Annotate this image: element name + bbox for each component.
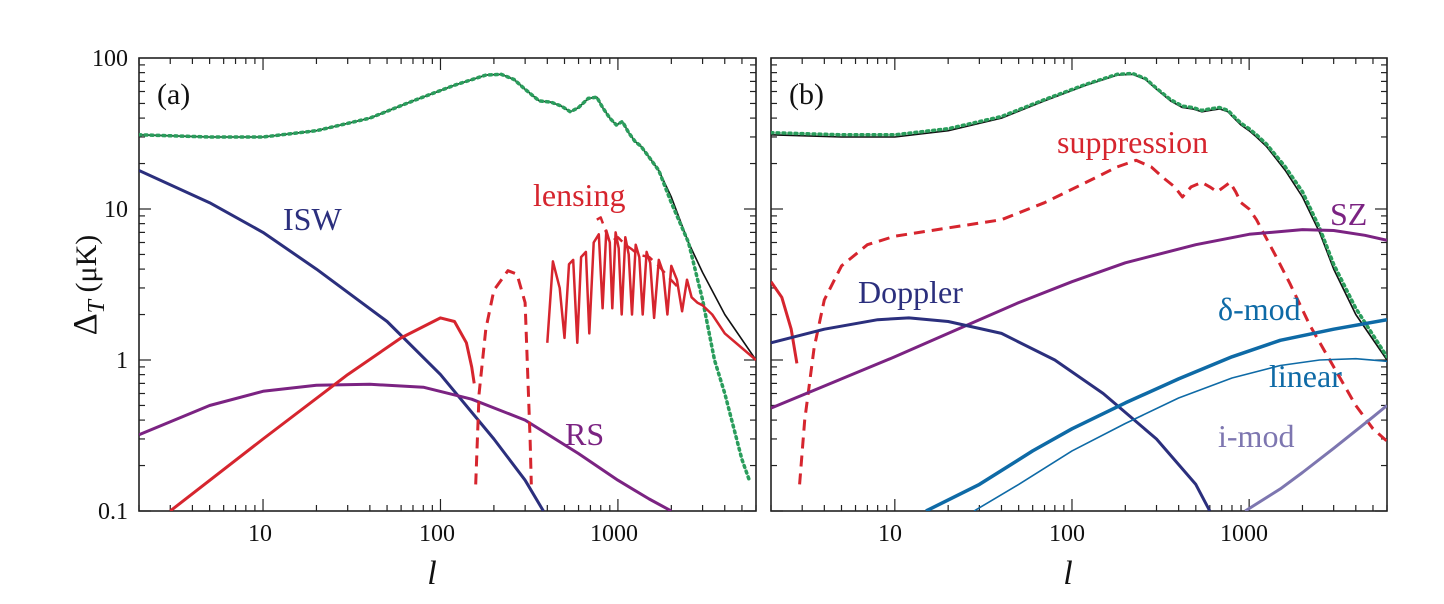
panel-b-tag: (b)	[789, 78, 824, 111]
curves-a	[139, 72, 756, 511]
panel-a: (a) 0.1 1 10 100 10 100 1000 l ISW RS le…	[92, 46, 757, 592]
series-lensing-rising-a	[169, 316, 476, 511]
series-lensing-negative-a	[474, 269, 533, 485]
ticks-a	[138, 58, 757, 512]
y-tick-label-1: 1	[116, 348, 128, 374]
series-delta-mod-b	[925, 317, 1387, 511]
x-tick-label-a-1000: 1000	[590, 521, 638, 547]
label-isw: ISW	[283, 201, 342, 237]
panel-a-tag: (a)	[157, 78, 190, 111]
series-RS-a	[139, 382, 673, 511]
x-axis-title-b: l	[1063, 555, 1072, 592]
x-axis-title-a: l	[427, 555, 436, 592]
y-axis-title: ΔT (μK)	[67, 235, 110, 335]
series-i-mod-b	[1244, 404, 1387, 511]
x-tick-label-b-1000: 1000	[1220, 521, 1268, 547]
series-lensing-oscillating-a	[546, 229, 756, 361]
series-ISW-a	[139, 169, 545, 511]
series-suppression-b	[798, 158, 1387, 485]
y-tick-label-10: 10	[104, 197, 128, 223]
series-linear-b	[973, 357, 1387, 511]
series-lensing-dashed-peaks-a	[596, 216, 680, 289]
x-tick-label-b-10: 10	[878, 521, 902, 547]
label-i-mod: i-mod	[1218, 418, 1294, 454]
series-SZ-b	[771, 228, 1387, 410]
label-sz: SZ	[1330, 196, 1367, 232]
label-doppler: Doppler	[858, 274, 963, 310]
label-rs: RS	[565, 416, 604, 452]
panel-b: (b) 10 100 1000 l suppression SZ Doppler…	[770, 57, 1388, 592]
series-suppression-rising-b	[771, 280, 799, 364]
curves-b	[771, 71, 1387, 511]
series-total-dotted-b	[771, 71, 1387, 359]
label-linear: linear	[1269, 358, 1342, 394]
label-suppression: suppression	[1057, 124, 1208, 160]
y-tick-label-100: 100	[92, 46, 128, 72]
y-tick-label-0.1: 0.1	[98, 499, 128, 525]
x-tick-label-a-10: 10	[248, 521, 272, 547]
plot-area-a	[138, 57, 757, 512]
label-delta-mod: δ-mod	[1218, 291, 1301, 327]
x-tick-label-b-100: 100	[1049, 521, 1085, 547]
label-lensing: lensing	[533, 177, 625, 213]
series-total-dotted-a	[139, 72, 752, 482]
x-tick-label-a-100: 100	[419, 521, 455, 547]
plot-area-b	[770, 57, 1388, 512]
series-Doppler-b	[771, 316, 1212, 511]
series-total-a	[139, 73, 756, 361]
